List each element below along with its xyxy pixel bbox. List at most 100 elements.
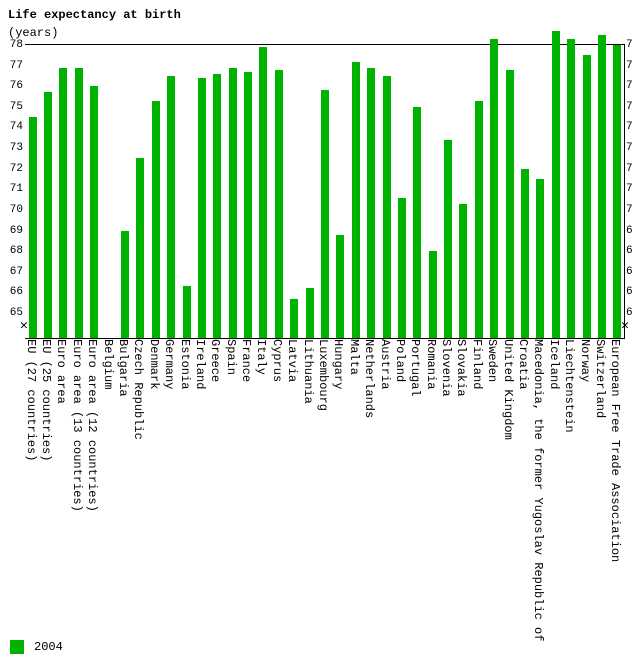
x-tick-label: Greece [208, 339, 222, 382]
y-tick-label: 66 [3, 286, 23, 298]
bar [583, 55, 591, 338]
bar [536, 179, 544, 338]
bar [198, 78, 206, 338]
bar [29, 117, 37, 338]
x-tick-label: Czech Republic [131, 339, 145, 440]
y-tick-label: 67 [626, 266, 632, 278]
y-tick-label: 67 [3, 266, 23, 278]
y-tick-label: 69 [3, 225, 23, 237]
legend-label: 2004 [34, 640, 63, 654]
bar [598, 35, 606, 338]
bar [613, 45, 621, 338]
bar [275, 70, 283, 338]
y-tick-label: 73 [3, 142, 23, 154]
bar [459, 204, 467, 338]
bar [183, 286, 191, 338]
bar [475, 101, 483, 338]
bar [167, 76, 175, 338]
x-tick-label: Poland [393, 339, 407, 382]
x-tick-label: Slovenia [439, 339, 453, 397]
x-tick-label: Spain [224, 339, 238, 375]
x-tick-label: Lithuania [301, 339, 315, 404]
plot-area: 6565666667676868696970707171727273737474… [25, 45, 624, 313]
x-tick-label: Bulgaria [116, 339, 130, 397]
x-tick-label: Netherlands [362, 339, 376, 418]
bar [567, 39, 575, 338]
legend: 2004 [10, 640, 63, 654]
bar [398, 198, 406, 338]
y-tick-label: 66 [626, 286, 632, 298]
x-axis-labels: EU (27 countries)EU (25 countries)Euro a… [25, 339, 625, 629]
chart-area: 6565666667676868696970707171727273737474… [25, 44, 625, 339]
x-tick-label: Estonia [178, 339, 192, 389]
x-tick-label: Iceland [547, 339, 561, 389]
x-tick-label: Cyprus [270, 339, 284, 382]
y-tick-label: 76 [3, 80, 23, 92]
bar [75, 68, 83, 338]
x-tick-label: Sweden [485, 339, 499, 382]
x-tick-label: Switzerland [593, 339, 607, 418]
x-tick-label: Denmark [147, 339, 161, 389]
bar [321, 90, 329, 338]
bar [429, 251, 437, 338]
y-tick-label: 72 [626, 163, 632, 175]
broken-axis-mark-right: ✕ [621, 322, 629, 330]
y-tick-label: 77 [626, 60, 632, 72]
bar [229, 68, 237, 338]
bar [552, 31, 560, 338]
bar [490, 39, 498, 338]
y-tick-label: 70 [626, 204, 632, 216]
x-tick-label: Euro area [54, 339, 68, 404]
bar [521, 169, 529, 338]
y-tick-label: 78 [3, 39, 23, 51]
y-tick-label: 68 [3, 245, 23, 257]
bar [136, 158, 144, 338]
bar [152, 101, 160, 338]
page: Life expectancy at birth (years) 6565666… [0, 0, 632, 668]
x-tick-label: Finland [470, 339, 484, 389]
bar [367, 68, 375, 338]
y-tick-label: 69 [626, 225, 632, 237]
x-tick-label: Belgium [101, 339, 115, 389]
bar [44, 92, 52, 338]
bar [244, 72, 252, 338]
y-tick-label: 71 [626, 183, 632, 195]
x-tick-label: France [239, 339, 253, 382]
y-tick-label: 71 [3, 183, 23, 195]
y-tick-label: 73 [626, 142, 632, 154]
x-tick-label: Liechtenstein [562, 339, 576, 433]
x-tick-label: Luxembourg [316, 339, 330, 411]
legend-swatch [10, 640, 24, 654]
x-tick-label: Portugal [408, 339, 422, 397]
bar [306, 288, 314, 338]
bar [121, 231, 129, 338]
bar [90, 86, 98, 338]
y-tick-label: 70 [3, 204, 23, 216]
x-tick-label: Italy [254, 339, 268, 375]
bar [383, 76, 391, 338]
x-tick-label: Macedonia, the former Yugoslav Republic … [531, 339, 545, 641]
y-tick-label: 75 [3, 101, 23, 113]
x-tick-label: Euro area (13 countries) [70, 339, 84, 512]
x-tick-label: Malta [347, 339, 361, 375]
x-tick-label: Croatia [516, 339, 530, 389]
chart-title: Life expectancy at birth [8, 8, 181, 22]
y-tick-label: 65 [626, 307, 632, 319]
x-tick-label: Ireland [193, 339, 207, 389]
bar [213, 74, 221, 338]
x-tick-label: Slovakia [454, 339, 468, 397]
x-tick-label: United Kingdom [501, 339, 515, 440]
x-tick-label: Hungary [331, 339, 345, 389]
chart-subtitle: (years) [8, 26, 58, 40]
x-tick-label: Austria [378, 339, 392, 389]
x-tick-label: Latvia [285, 339, 299, 382]
y-tick-label: 65 [3, 307, 23, 319]
bar [506, 70, 514, 338]
bar [290, 299, 298, 338]
x-tick-label: Germany [162, 339, 176, 389]
y-tick-label: 77 [3, 60, 23, 72]
y-tick-label: 78 [626, 39, 632, 51]
y-tick-label: 75 [626, 101, 632, 113]
x-tick-label: Romania [424, 339, 438, 389]
bar [336, 235, 344, 338]
